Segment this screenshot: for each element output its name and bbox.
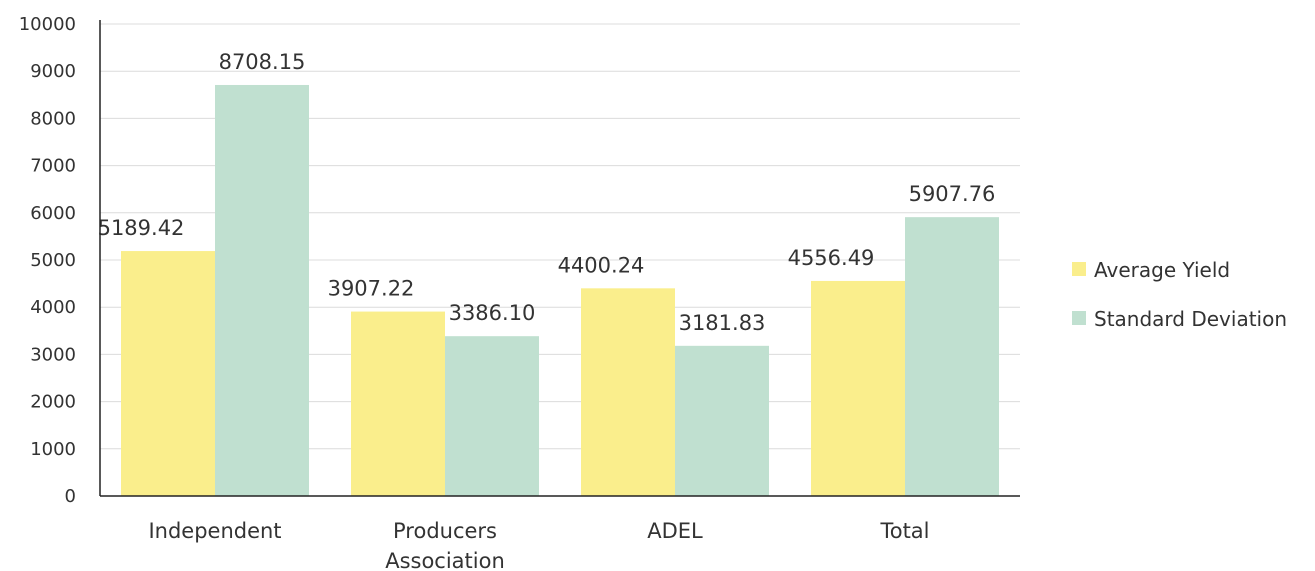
data-label-standard-deviation-0: 8708.15: [219, 50, 306, 74]
legend-swatch-standard-deviation: [1072, 311, 1086, 325]
y-tick-label-1000: 1000: [30, 439, 76, 460]
x-category-label-line: Producers: [393, 519, 497, 543]
data-label-standard-deviation-2: 3181.83: [679, 311, 766, 335]
y-tick-label-0: 0: [65, 486, 76, 507]
data-label-average-yield-0: 5189.42: [98, 216, 185, 240]
legend-label-standard-deviation: Standard Deviation: [1094, 307, 1287, 331]
bar-standard-deviation-0: [215, 84, 309, 497]
bar-average-yield-1: [351, 311, 445, 496]
y-tick-label-7000: 7000: [30, 156, 76, 177]
bar-standard-deviation-2: [675, 345, 769, 496]
y-tick-label-6000: 6000: [30, 203, 76, 224]
y-tick-label-9000: 9000: [30, 61, 76, 82]
data-labels: 5189.42 8708.15 3907.22 3386.10 4400.24 3181.…: [98, 50, 996, 335]
y-tick-label-5000: 5000: [30, 250, 76, 271]
bars: [121, 84, 999, 497]
x-category-label-0: Independent: [148, 519, 281, 543]
x-category-label-line: Total: [879, 519, 929, 543]
bar-standard-deviation-3: [905, 217, 999, 496]
bar-average-yield-0: [121, 251, 215, 496]
x-category-label-3: Total: [879, 519, 929, 543]
axes: [99, 20, 1020, 497]
y-tick-label-4000: 4000: [30, 297, 76, 318]
data-label-average-yield-3: 4556.49: [788, 246, 875, 270]
bar-average-yield-3: [811, 280, 905, 496]
bar-standard-deviation-1: [445, 336, 539, 496]
legend-label-average-yield: Average Yield: [1094, 258, 1230, 282]
x-category-label-line: ADEL: [647, 519, 703, 543]
x-category-label-1: Producers Association: [385, 519, 505, 571]
legend: Average Yield Standard Deviation: [1072, 258, 1287, 331]
legend-swatch-average-yield: [1072, 262, 1086, 276]
x-category-label-line: Independent: [148, 519, 281, 543]
y-tick-label-2000: 2000: [30, 392, 76, 413]
y-tick-label-10000: 10000: [19, 14, 76, 35]
data-label-average-yield-2: 4400.24: [558, 253, 645, 277]
x-axis-category-labels: Independent Producers Association ADEL Total: [148, 519, 929, 571]
data-label-average-yield-1: 3907.22: [328, 277, 415, 301]
x-category-label-2: ADEL: [647, 519, 703, 543]
y-tick-label-3000: 3000: [30, 344, 76, 365]
bar-average-yield-2: [581, 288, 675, 496]
y-axis-tick-labels: 0 1000 2000 3000 4000 5000 6000 7000 8000 9000 100…: [19, 14, 76, 507]
data-label-standard-deviation-1: 3386.10: [449, 301, 536, 325]
y-tick-label-8000: 8000: [30, 108, 76, 129]
data-label-standard-deviation-3: 5907.76: [909, 182, 996, 206]
x-category-label-line: Association: [385, 549, 505, 571]
